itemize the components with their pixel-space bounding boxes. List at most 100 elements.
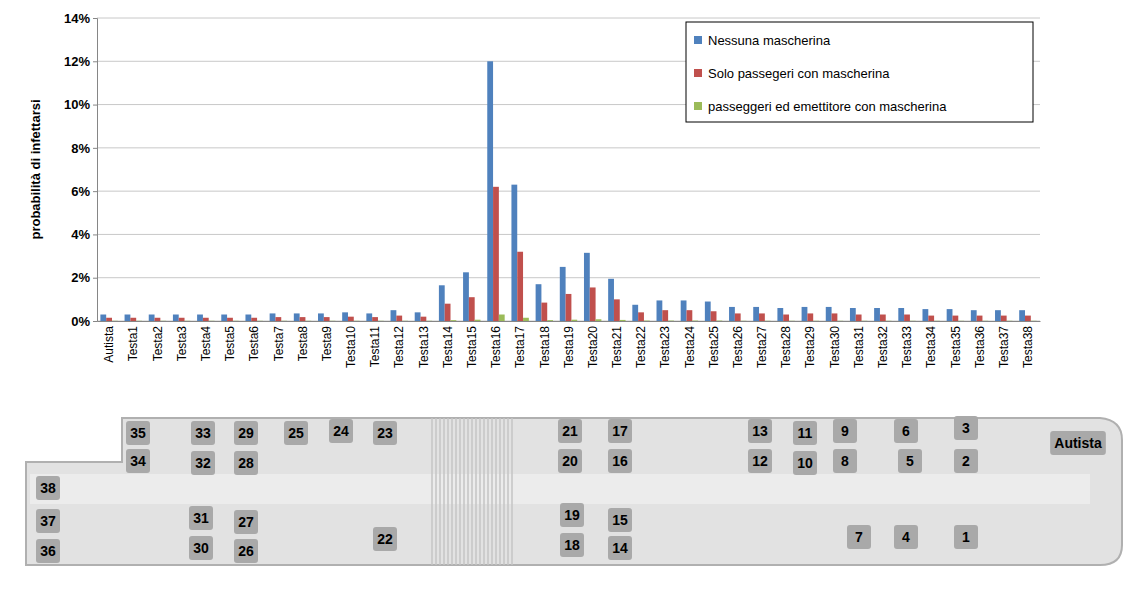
seat-label: 16 xyxy=(612,453,628,469)
grid-line xyxy=(97,234,1040,235)
x-tick-label: Testa24 xyxy=(683,326,697,368)
x-tick: Testa3 xyxy=(175,321,189,361)
seat: 17 xyxy=(608,419,632,443)
seat: 36 xyxy=(36,539,60,563)
seat: 3 xyxy=(954,416,978,440)
seat: 4 xyxy=(894,525,918,549)
bar xyxy=(155,318,161,321)
bar xyxy=(463,272,469,321)
bar xyxy=(886,320,892,321)
bar xyxy=(348,317,354,321)
legend: Nessuna mascherinaSolo passegeri con mas… xyxy=(686,22,1033,122)
x-tick: Testa38 xyxy=(1021,321,1035,368)
seat-label: 25 xyxy=(288,425,304,441)
x-tick-label: Testa27 xyxy=(755,326,769,368)
bar xyxy=(300,317,306,321)
y-tick: 8% xyxy=(71,141,97,156)
bar xyxy=(560,267,566,321)
y-tick-label: 6% xyxy=(71,184,90,199)
seat-shape xyxy=(126,449,150,473)
x-tick-label: Testa2 xyxy=(151,326,165,362)
bar xyxy=(125,315,131,321)
bar xyxy=(421,317,427,321)
x-tick-label: Testa11 xyxy=(368,326,382,367)
legend-swatch xyxy=(694,69,702,77)
bar xyxy=(523,318,529,321)
seat: 28 xyxy=(234,451,258,475)
y-tick-label: 8% xyxy=(71,141,90,156)
bar xyxy=(692,320,698,321)
x-tick-label: Testa25 xyxy=(707,326,721,368)
bar xyxy=(100,315,106,321)
seat: 13 xyxy=(748,419,772,443)
seat-shape xyxy=(234,421,258,445)
bar xyxy=(668,320,674,321)
seat-label: 32 xyxy=(195,455,211,471)
x-tick-label: Testa21 xyxy=(610,326,624,368)
legend-swatch xyxy=(694,102,702,110)
y-tick-mark xyxy=(93,321,97,322)
bar xyxy=(426,320,432,321)
grid xyxy=(97,18,1040,321)
seat-shape xyxy=(234,510,258,534)
bar xyxy=(716,320,722,321)
seat-label: Autista xyxy=(1054,435,1102,451)
bar xyxy=(922,309,928,321)
seat-label: 23 xyxy=(377,425,393,441)
seat-shape xyxy=(191,451,215,475)
bar xyxy=(305,320,311,321)
bus-body xyxy=(26,418,1122,565)
bar-series xyxy=(112,315,1037,321)
x-tick: Testa11 xyxy=(368,321,382,367)
y-axis-line xyxy=(93,19,98,322)
x-tick: Testa20 xyxy=(586,321,600,368)
bar-series xyxy=(106,187,1031,321)
x-tick: Testa35 xyxy=(949,321,963,368)
bar xyxy=(904,315,910,321)
seat-label: 26 xyxy=(238,543,254,559)
bar xyxy=(402,320,408,321)
x-tick-label: Testa28 xyxy=(779,326,793,368)
bar xyxy=(354,320,360,321)
bar xyxy=(469,297,475,321)
x-tick: Testa7 xyxy=(272,321,286,361)
bar xyxy=(536,284,542,321)
legend-label: Nessuna mascherina xyxy=(708,33,831,48)
bar xyxy=(813,320,819,321)
articulation-line xyxy=(447,418,449,565)
y-tick: 0% xyxy=(71,314,97,329)
bar xyxy=(251,318,257,321)
x-tick: Testa16 xyxy=(489,321,503,368)
seat: 35 xyxy=(126,421,150,445)
bar xyxy=(832,313,838,321)
grid-line xyxy=(97,147,1040,148)
x-tick: Testa14 xyxy=(441,321,455,368)
seat-shape xyxy=(894,525,918,549)
x-tick-label: Testa18 xyxy=(538,326,552,368)
seat-label: 2 xyxy=(962,453,970,469)
bar xyxy=(1001,316,1007,321)
seat-shape xyxy=(847,525,871,549)
page: 0%2%4%6%8%10%12%14%AutistaTesta1Testa2Te… xyxy=(0,0,1125,590)
x-tick-label: Testa8 xyxy=(296,326,310,362)
x-tick: Testa8 xyxy=(296,321,310,361)
seat-shape xyxy=(36,476,60,500)
legend-label: passeggeri ed emettitore con mascherina xyxy=(708,99,947,114)
bar xyxy=(415,312,421,321)
bar xyxy=(862,320,868,321)
bar xyxy=(620,320,626,321)
x-tick-label: Testa4 xyxy=(199,326,213,362)
bar xyxy=(245,315,251,321)
seat-shape xyxy=(608,449,632,473)
bar xyxy=(499,315,505,321)
bar xyxy=(596,319,602,321)
x-tick-label: Testa6 xyxy=(247,326,261,362)
x-tick-label: Testa38 xyxy=(1021,326,1035,368)
seat-label: 15 xyxy=(612,512,628,528)
x-axis: AutistaTesta1Testa2Testa3Testa4Testa5Tes… xyxy=(98,321,1041,368)
bar xyxy=(439,285,445,321)
x-tick-label: Testa33 xyxy=(900,326,914,368)
x-tick-label: Testa17 xyxy=(513,326,527,368)
x-tick-label: Testa22 xyxy=(634,326,648,368)
x-tick: Autista xyxy=(102,321,116,363)
